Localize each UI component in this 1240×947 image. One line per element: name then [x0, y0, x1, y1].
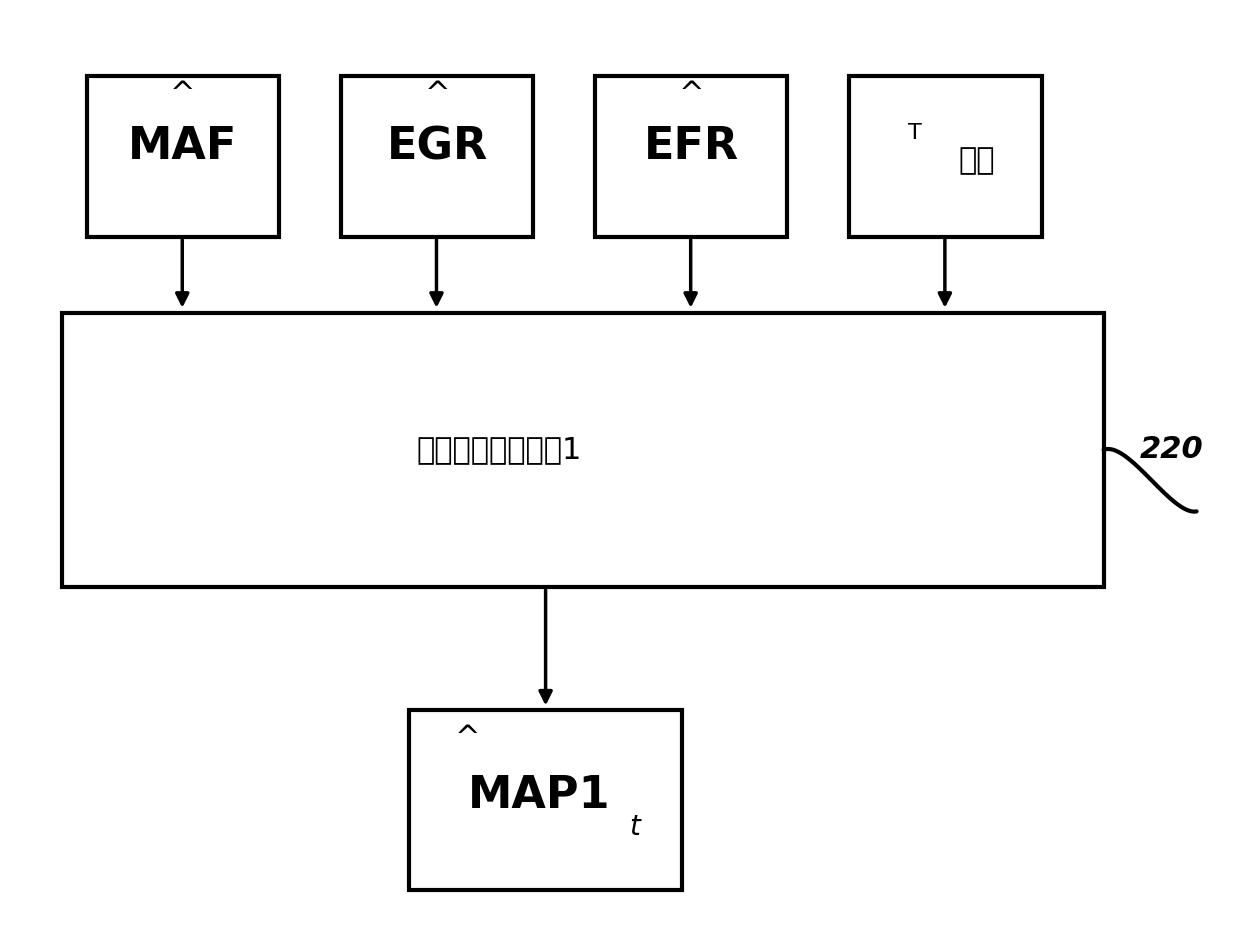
- Bar: [62, 313, 1104, 587]
- Text: ^: ^: [455, 724, 480, 753]
- Text: EGR: EGR: [387, 125, 487, 169]
- Text: MAF: MAF: [128, 125, 238, 169]
- Text: t: t: [630, 813, 640, 841]
- Bar: [595, 76, 787, 237]
- Text: 220: 220: [1140, 436, 1204, 464]
- Text: ^: ^: [424, 80, 450, 109]
- Bar: [849, 76, 1042, 237]
- Text: ^: ^: [170, 80, 196, 109]
- Text: MAP1: MAP1: [467, 774, 611, 817]
- Text: T: T: [908, 122, 921, 143]
- Text: 歧管空气压力模型1: 歧管空气压力模型1: [417, 436, 582, 464]
- Bar: [409, 710, 682, 890]
- Text: ^: ^: [678, 80, 704, 109]
- Bar: [341, 76, 533, 237]
- Text: 充气: 充气: [959, 147, 994, 175]
- Text: EFR: EFR: [644, 125, 739, 169]
- Bar: [87, 76, 279, 237]
